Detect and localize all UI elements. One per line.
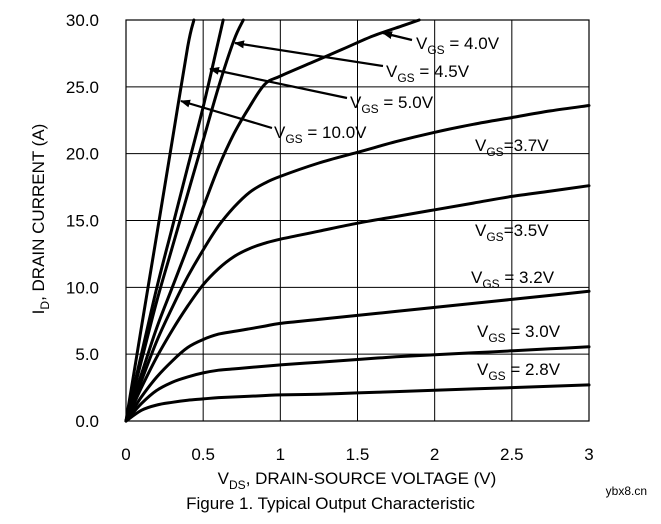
x-tick-label: 0 bbox=[121, 445, 130, 464]
label-leader-arrow bbox=[234, 40, 384, 68]
series-label: VGS = 2.8V bbox=[477, 360, 561, 383]
label-leader-arrow bbox=[180, 99, 273, 130]
x-tick-label: 1 bbox=[276, 445, 285, 464]
series-label: VGS=3.7V bbox=[475, 136, 549, 159]
y-tick-label: 0.0 bbox=[75, 412, 99, 431]
x-tick-labels: 0 0.5 1 1.5 2 2.5 3 bbox=[121, 445, 593, 464]
x-tick-label: 0.5 bbox=[191, 445, 215, 464]
series-label: VGS = 4.5V bbox=[386, 62, 470, 85]
x-tick-label: 2.5 bbox=[500, 445, 524, 464]
series-line bbox=[124, 345, 591, 423]
x-axis-label: VDS, DRAIN-SOURCE VOLTAGE (V) bbox=[218, 469, 497, 492]
series-label: VGS = 3.2V bbox=[471, 268, 555, 291]
series-line bbox=[124, 184, 591, 423]
watermark: ybx8.cn bbox=[603, 484, 649, 498]
series-line bbox=[124, 18, 225, 423]
label-leader-arrow bbox=[209, 66, 348, 100]
series-label: VGS=3.5V bbox=[475, 221, 549, 244]
y-tick-label: 10.0 bbox=[66, 278, 99, 297]
series-label: VGS = 3.0V bbox=[477, 322, 561, 345]
series-line bbox=[124, 18, 196, 423]
x-tick-label: 3 bbox=[584, 445, 593, 464]
series-line bbox=[124, 104, 591, 423]
series-line bbox=[124, 289, 591, 423]
series-line bbox=[124, 18, 245, 423]
figure-caption: Figure 1. Typical Output Characteristic bbox=[186, 494, 475, 513]
series-label: VGS = 10.0V bbox=[274, 123, 367, 146]
x-tick-label: 1.5 bbox=[346, 445, 370, 464]
plot-frame bbox=[125, 19, 590, 422]
y-tick-labels: 0.0 5.0 10.0 15.0 20.0 25.0 30.0 bbox=[66, 11, 99, 431]
y-axis-label: ID, DRAIN CURRENT (A) bbox=[29, 124, 52, 315]
series-label: VGS = 5.0V bbox=[350, 93, 434, 116]
y-tick-label: 5.0 bbox=[75, 345, 99, 364]
series-line bbox=[124, 383, 591, 423]
y-tick-label: 20.0 bbox=[66, 145, 99, 164]
y-tick-label: 15.0 bbox=[66, 212, 99, 231]
y-tick-label: 30.0 bbox=[66, 11, 99, 30]
x-tick-label: 2 bbox=[430, 445, 439, 464]
label-leader-arrow bbox=[382, 31, 413, 42]
series-label: VGS = 4.0V bbox=[416, 34, 500, 57]
annotations: VGS = 10.0V VGS = 5.0V VGS = 4.5V VGS = 4.0… bbox=[180, 31, 561, 383]
y-tick-label: 25.0 bbox=[66, 78, 99, 97]
